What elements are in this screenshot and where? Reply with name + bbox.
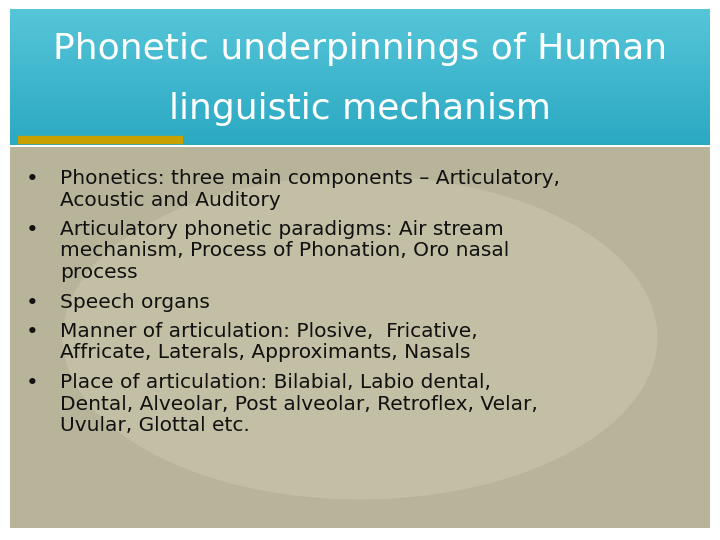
Ellipse shape bbox=[63, 176, 657, 500]
Text: Articulatory phonetic paradigms: Air stream: Articulatory phonetic paradigms: Air str… bbox=[60, 220, 504, 239]
Bar bbox=[10, 133, 710, 136]
Bar bbox=[10, 108, 710, 111]
Text: mechanism, Process of Phonation, Oro nasal: mechanism, Process of Phonation, Oro nas… bbox=[60, 241, 509, 260]
Bar bbox=[10, 36, 710, 39]
Bar bbox=[10, 14, 710, 17]
Bar bbox=[10, 18, 710, 21]
Bar bbox=[10, 122, 710, 125]
Bar bbox=[10, 104, 710, 107]
Text: •: • bbox=[26, 169, 38, 189]
Bar bbox=[10, 63, 710, 66]
Bar bbox=[10, 112, 710, 116]
Bar bbox=[10, 40, 710, 44]
Text: Affricate, Laterals, Approximants, Nasals: Affricate, Laterals, Approximants, Nasal… bbox=[60, 343, 470, 362]
Bar bbox=[10, 31, 710, 35]
Bar bbox=[10, 52, 710, 55]
Bar bbox=[10, 81, 710, 84]
Text: Uvular, Glottal etc.: Uvular, Glottal etc. bbox=[60, 416, 250, 435]
Bar bbox=[10, 54, 710, 57]
Bar bbox=[10, 85, 710, 89]
Text: Place of articulation: Bilabial, Labio dental,: Place of articulation: Bilabial, Labio d… bbox=[60, 373, 491, 392]
Bar bbox=[10, 70, 710, 73]
Bar bbox=[10, 115, 710, 118]
Bar bbox=[10, 131, 710, 134]
Bar bbox=[10, 72, 710, 75]
Bar bbox=[10, 65, 710, 69]
Text: •: • bbox=[26, 373, 38, 393]
Bar bbox=[10, 74, 710, 78]
Bar bbox=[10, 102, 710, 105]
Bar bbox=[10, 11, 710, 15]
Bar bbox=[10, 117, 710, 120]
Bar bbox=[10, 147, 710, 528]
Bar bbox=[10, 23, 710, 26]
Bar bbox=[10, 60, 710, 64]
Bar bbox=[10, 58, 710, 62]
Bar bbox=[10, 25, 710, 28]
Bar bbox=[10, 124, 710, 127]
Bar bbox=[10, 79, 710, 82]
Bar bbox=[10, 119, 710, 123]
Text: Phonetics: three main components – Articulatory,: Phonetics: three main components – Artic… bbox=[60, 169, 560, 188]
Bar bbox=[10, 45, 710, 48]
Bar bbox=[10, 137, 710, 140]
Bar bbox=[10, 47, 710, 51]
Bar bbox=[10, 50, 710, 53]
Bar bbox=[10, 20, 710, 24]
Text: •: • bbox=[26, 220, 38, 240]
Bar bbox=[10, 29, 710, 32]
Bar bbox=[10, 141, 710, 145]
Bar bbox=[10, 97, 710, 100]
Text: •: • bbox=[26, 293, 38, 313]
Bar bbox=[10, 90, 710, 93]
Bar bbox=[10, 99, 710, 102]
Bar bbox=[10, 9, 710, 12]
Bar bbox=[10, 27, 710, 30]
Bar bbox=[10, 83, 710, 86]
Bar bbox=[10, 56, 710, 59]
Text: Speech organs: Speech organs bbox=[60, 293, 210, 312]
Text: linguistic mechanism: linguistic mechanism bbox=[169, 92, 551, 126]
Bar bbox=[10, 135, 710, 138]
Bar bbox=[10, 33, 710, 37]
Bar bbox=[10, 126, 710, 129]
Text: •: • bbox=[26, 322, 38, 342]
Bar bbox=[10, 77, 710, 80]
Text: Manner of articulation: Plosive,  Fricative,: Manner of articulation: Plosive, Fricati… bbox=[60, 322, 478, 341]
Bar bbox=[10, 128, 710, 132]
Bar bbox=[10, 16, 710, 19]
Bar bbox=[10, 38, 710, 42]
Bar bbox=[10, 87, 710, 91]
Text: Phonetic underpinnings of Human: Phonetic underpinnings of Human bbox=[53, 32, 667, 66]
Bar bbox=[10, 68, 710, 71]
Bar bbox=[10, 94, 710, 98]
Text: Dental, Alveolar, Post alveolar, Retroflex, Velar,: Dental, Alveolar, Post alveolar, Retrofl… bbox=[60, 395, 538, 414]
Bar bbox=[10, 92, 710, 96]
Bar bbox=[10, 110, 710, 113]
Bar bbox=[10, 43, 710, 46]
Bar bbox=[10, 139, 710, 143]
Text: Acoustic and Auditory: Acoustic and Auditory bbox=[60, 191, 281, 210]
Text: process: process bbox=[60, 263, 138, 282]
Bar bbox=[10, 106, 710, 109]
